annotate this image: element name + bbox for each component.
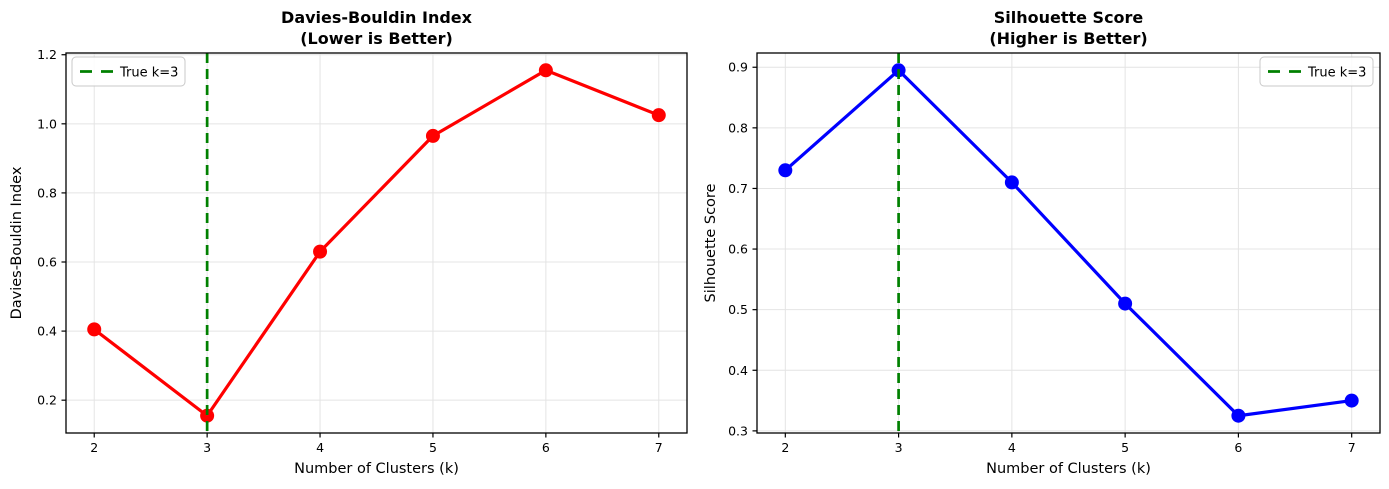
y-tick-label: 1.2 bbox=[37, 47, 57, 62]
y-tick-label: 0.4 bbox=[728, 363, 748, 378]
data-point-k2 bbox=[87, 322, 102, 337]
x-tick-label: 4 bbox=[1008, 440, 1016, 455]
y-tick-label: 0.5 bbox=[728, 302, 748, 317]
chart-davies-bouldin: 2 3 4 5 6 7 0.2 0.4 0.6 0.8 1.0 1.2 Davies-Bouldin I… bbox=[9, 8, 688, 477]
x-tick-label: 2 bbox=[781, 440, 789, 455]
data-point-k2 bbox=[778, 163, 793, 178]
data-point-k5 bbox=[1118, 296, 1133, 311]
legend-label: True k=3 bbox=[119, 66, 178, 81]
axes-spines bbox=[756, 52, 1381, 434]
chart-subtitle: (Lower is Better) bbox=[300, 29, 453, 48]
x-tick-label: 6 bbox=[1234, 440, 1242, 455]
y-axis-label: Silhouette Score bbox=[703, 183, 719, 302]
data-point-k7 bbox=[651, 108, 666, 123]
data-point-k4 bbox=[1004, 175, 1019, 190]
y-tick-label: 0.8 bbox=[37, 185, 57, 200]
x-tick-label: 3 bbox=[203, 440, 211, 455]
x-tick-label: 7 bbox=[1348, 440, 1356, 455]
x-tick-label: 7 bbox=[655, 440, 663, 455]
y-tick-label: 0.3 bbox=[728, 423, 748, 438]
data-line bbox=[92, 68, 661, 418]
y-tick-label: 0.2 bbox=[37, 393, 57, 408]
x-tick-label: 6 bbox=[542, 440, 550, 455]
x-tick-label: 3 bbox=[895, 440, 903, 455]
y-tick-label: 0.6 bbox=[728, 242, 748, 257]
axes-spines bbox=[65, 52, 688, 434]
chart-title: Silhouette Score bbox=[994, 8, 1144, 27]
legend-label: True k=3 bbox=[1307, 66, 1366, 81]
y-tick-label: 1.0 bbox=[37, 116, 57, 131]
chart-title: Davies-Bouldin Index bbox=[281, 8, 473, 27]
y-tick-label: 0.4 bbox=[37, 324, 57, 339]
x-tick-label: 5 bbox=[429, 440, 437, 455]
x-axis-label: Number of Clusters (k) bbox=[294, 461, 459, 477]
data-point-k3 bbox=[200, 408, 215, 423]
chart-silhouette: 2 3 4 5 6 7 0.3 0.4 0.5 0.6 0.7 0.8 0.9 Silhouette Sc… bbox=[703, 8, 1381, 477]
data-point-k5 bbox=[425, 128, 440, 143]
y-tick-label: 0.7 bbox=[728, 181, 748, 196]
y-tick-label: 0.6 bbox=[37, 255, 57, 270]
chart-subtitle: (Higher is Better) bbox=[989, 29, 1147, 48]
x-tick-label: 2 bbox=[90, 440, 98, 455]
x-tick-label: 4 bbox=[316, 440, 324, 455]
data-point-k4 bbox=[313, 244, 328, 259]
y-tick-label: 0.9 bbox=[728, 60, 748, 75]
legend-box bbox=[71, 56, 186, 87]
legend-box bbox=[1259, 56, 1374, 87]
y-tick-label: 0.8 bbox=[728, 120, 748, 135]
data-point-k6 bbox=[1231, 408, 1246, 423]
y-axis-label: Davies-Bouldin Index bbox=[9, 166, 25, 319]
data-line bbox=[783, 68, 1354, 418]
data-point-k6 bbox=[538, 63, 553, 78]
x-axis-label: Number of Clusters (k) bbox=[986, 461, 1151, 477]
data-point-k7 bbox=[1344, 393, 1359, 408]
x-tick-label: 5 bbox=[1121, 440, 1129, 455]
